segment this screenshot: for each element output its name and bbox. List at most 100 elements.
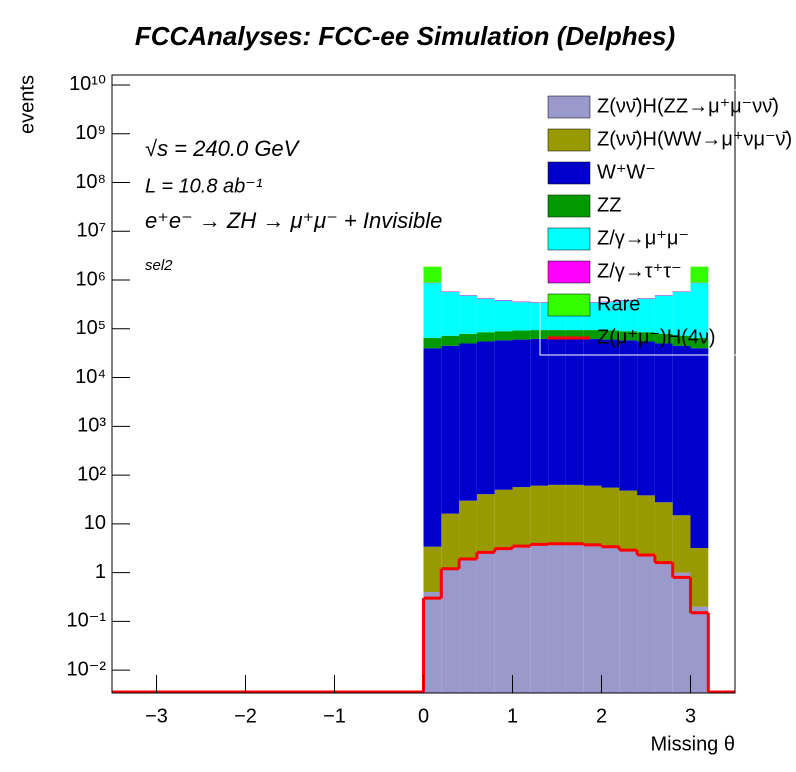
histogram-segment (459, 295, 477, 334)
histogram-segment (601, 330, 620, 340)
frame: −3 −2 −1 0 1 2 3 10⁻² 10⁻¹ 1 10 10² 10³ 10⁴ 10⁵ 10⁶ 10⁷ 1… (67, 73, 736, 727)
y-tick-label: 10⁻² (67, 658, 107, 680)
histogram-segment (423, 266, 442, 283)
legend-label: ZZ (597, 194, 621, 216)
legend-label: Rare (597, 293, 640, 315)
histogram-segment (476, 298, 495, 299)
x-tick-label: −3 (145, 705, 168, 727)
histogram-segment (476, 298, 495, 333)
histogram-segment (583, 485, 602, 545)
histogram-segment (548, 330, 566, 339)
histogram-segment (512, 302, 531, 331)
histogram-segment (530, 338, 549, 486)
histogram-segment (512, 487, 531, 546)
histogram-segment (601, 339, 620, 488)
histogram-segment (512, 301, 531, 303)
histogram-segment (423, 348, 442, 547)
legend-label: Z(νν̄)H(WW→μ⁺νμ⁻ν̄) (597, 128, 792, 150)
histogram-segment (530, 485, 549, 545)
annotation: e⁺e⁻ → ZH → μ⁺μ⁻ + Invisible (145, 208, 442, 233)
histogram-segment (690, 348, 709, 548)
histogram-segment (530, 544, 549, 693)
histogram-segment (423, 592, 442, 693)
histogram-segment (441, 345, 460, 514)
x-tick-label: −2 (234, 705, 257, 727)
x-tick-label: −1 (323, 705, 346, 727)
histogram-segment (476, 341, 495, 495)
histogram-segment (583, 330, 602, 339)
y-tick-label: 10⁶ (76, 268, 106, 290)
y-tick-label: 10⁹ (75, 122, 106, 144)
y-tick-label: 10⁻¹ (67, 610, 107, 632)
histogram-segment (619, 300, 638, 332)
y-tick-label: 10 (84, 512, 106, 534)
histogram-segment (423, 546, 442, 593)
legend-label: Z/γ→τ⁺τ⁻ (597, 260, 682, 282)
legend-label: Z(μ⁺μ⁻)H(4ν) (597, 326, 716, 348)
histogram-segment (494, 340, 513, 490)
histogram-segment (459, 559, 477, 693)
y-tick-label: 10³ (77, 415, 106, 437)
histogram-segment (672, 291, 691, 336)
annotations: √s = 240.0 GeV L = 10.8 ab⁻¹ e⁺e⁻ → ZH →… (145, 136, 442, 274)
histogram-segment (601, 302, 620, 331)
histogram-segment (583, 338, 602, 486)
histogram-segment (654, 295, 673, 334)
histogram-segment (690, 337, 709, 349)
histogram-segment (441, 335, 460, 346)
annotation: L = 10.8 ab⁻¹ (145, 175, 263, 197)
histogram-segment (619, 549, 638, 693)
histogram-segment (565, 543, 584, 693)
histogram-segment (459, 500, 477, 560)
histogram-segment (548, 338, 566, 485)
histogram-segment (565, 338, 584, 485)
histogram-segment (441, 513, 460, 569)
legend-swatch (547, 128, 591, 152)
y-tick-label: 10⁴ (75, 366, 106, 388)
annotation: sel2 (145, 257, 173, 274)
histogram-segment (637, 332, 655, 342)
annotation: √s = 240.0 GeV (145, 136, 301, 161)
histogram-segment (672, 345, 691, 516)
legend-swatch (547, 194, 591, 218)
histogram-segment (637, 554, 655, 693)
histogram-segment (672, 515, 691, 573)
y-tick-label: 1 (95, 561, 106, 583)
histogram-segment (494, 548, 513, 693)
legend: Z(νν̄)H(ZZ→μ⁺μ⁻νν̄) Z(νν̄)H(WW→μ⁺νμ⁻ν̄) W⁺… (539, 89, 796, 356)
legend-swatch (547, 227, 591, 251)
histogram-segment (476, 332, 495, 342)
histogram-segment (530, 302, 549, 331)
legend-swatch (547, 260, 591, 284)
histogram-segment (654, 561, 673, 693)
histogram-segment (654, 502, 673, 562)
histogram-segment (637, 495, 655, 555)
histogram-segment (494, 331, 513, 341)
histogram-segment (565, 330, 584, 339)
histogram-segment (459, 343, 477, 501)
histogram-segment (583, 544, 602, 693)
histogram-segment (637, 298, 655, 299)
histogram-segment (476, 552, 495, 693)
histogram-segment (512, 339, 531, 488)
histogram-segment (476, 494, 495, 553)
histogram-segment (690, 266, 709, 283)
histogram-segment (494, 489, 513, 549)
y-tick-label: 10² (77, 463, 106, 485)
histogram-segment (441, 291, 460, 336)
legend-swatch (547, 293, 591, 317)
histogram-segment (565, 484, 584, 544)
histogram-segment (637, 298, 655, 333)
x-axis-label: Missing θ (651, 733, 735, 755)
legend-label: W⁺W⁻ (597, 161, 656, 183)
histogram-segment (548, 484, 566, 544)
histogram-segment (494, 300, 513, 332)
histogram-segment (654, 295, 673, 296)
histogram-segment (548, 543, 566, 693)
histogram-segment (637, 341, 655, 496)
x-tick-label: 0 (418, 705, 429, 727)
histogram-segment (654, 333, 673, 344)
legend-swatch (547, 161, 591, 185)
histogram-segment (601, 546, 620, 693)
plot-area (112, 266, 735, 694)
